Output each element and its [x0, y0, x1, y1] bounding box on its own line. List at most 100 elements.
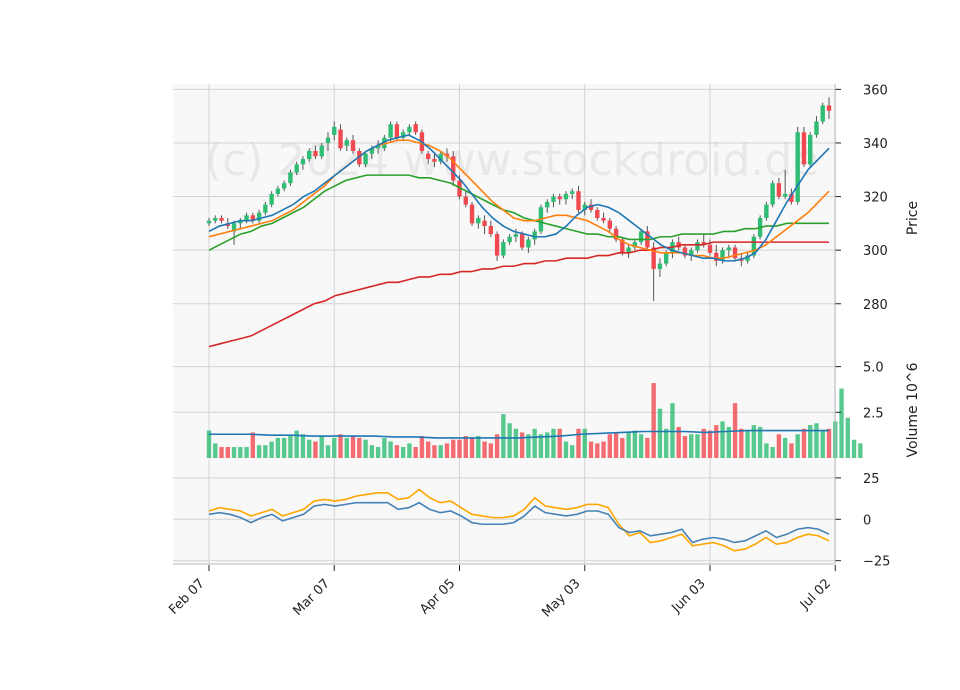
candle-body	[482, 220, 487, 227]
y-tick-label: 360	[863, 83, 888, 98]
volume-bar	[588, 441, 594, 458]
volume-bar	[469, 437, 475, 458]
candle-body	[432, 159, 437, 162]
candle-body	[281, 183, 287, 189]
candle-body	[275, 188, 281, 194]
candle-body	[789, 193, 794, 202]
candle-body	[344, 140, 349, 146]
volume-bar	[488, 443, 494, 458]
volume-bar	[400, 447, 406, 458]
candle-body	[426, 153, 431, 160]
candle-body	[782, 193, 788, 197]
candle-body	[776, 183, 782, 197]
volume-bar	[745, 430, 750, 458]
candle-body	[657, 263, 663, 269]
candle-body	[826, 105, 832, 111]
y-tick-label: 340	[863, 137, 888, 152]
candle-body	[288, 172, 293, 184]
candle-body	[307, 151, 312, 160]
candle-body	[607, 220, 612, 229]
candle-body	[451, 156, 456, 181]
candle-body	[438, 153, 443, 162]
x-tick-label: Mar 07	[291, 576, 334, 619]
volume-bar	[507, 423, 512, 458]
volume-bar	[357, 437, 362, 458]
volume-bar	[601, 441, 606, 458]
y-tick-label: 320	[863, 191, 888, 206]
candle-body	[231, 223, 237, 232]
candle-body	[751, 236, 757, 256]
volume-bar	[613, 432, 619, 458]
candle-body	[244, 215, 249, 221]
volume-bar	[419, 436, 425, 458]
candle-body	[626, 247, 631, 253]
candle-body	[544, 201, 550, 208]
volume-bar	[645, 437, 650, 458]
volume-bar	[369, 445, 375, 458]
volume-bar	[269, 441, 274, 458]
volume-bar	[244, 447, 249, 458]
candle-body	[250, 215, 256, 221]
volume-bar	[595, 443, 600, 458]
volume-bar	[751, 425, 757, 458]
oscillator-lines	[208, 488, 830, 552]
volume-bar	[501, 414, 506, 458]
volume-bar	[576, 428, 581, 458]
candle-body	[707, 244, 713, 253]
volume-bar	[338, 434, 343, 458]
volume-bar	[682, 436, 688, 458]
candle-body	[501, 242, 506, 256]
price-candles	[206, 97, 832, 302]
candle-body	[601, 218, 606, 221]
oscillator-line-b	[208, 488, 830, 552]
volume-bar	[689, 434, 694, 458]
volume-bar	[651, 383, 656, 458]
x-tick-label: Apr 05	[417, 576, 458, 617]
volume-bar	[350, 436, 356, 458]
candle-body	[595, 209, 600, 218]
volume-bar	[563, 441, 569, 458]
volume-bar	[557, 428, 562, 458]
candle-body	[682, 247, 688, 256]
y-tick-label: 2.5	[863, 406, 884, 421]
volume-bar	[808, 425, 813, 458]
volume-bar	[307, 439, 312, 458]
candle-body	[663, 252, 669, 264]
candle-body	[620, 239, 625, 253]
volume-bar	[463, 436, 468, 458]
ma-slow-line	[208, 174, 829, 251]
volume-bar	[388, 441, 393, 458]
volume-bar	[213, 443, 218, 458]
candle-body	[388, 124, 393, 138]
x-tick-label: Jun 03	[669, 576, 709, 616]
candle-body	[488, 226, 494, 235]
candle-body	[588, 204, 594, 210]
candle-body	[219, 218, 224, 221]
candle-body	[213, 218, 218, 221]
volume-bar	[770, 447, 775, 458]
volume-axis-label: Volume 10^6	[905, 362, 921, 457]
y-tick-label: 300	[863, 244, 888, 259]
candle-body	[701, 242, 706, 245]
volume-bar	[394, 445, 400, 458]
volume-bar	[626, 432, 631, 458]
volume-bar	[457, 439, 462, 458]
volume-average-line	[209, 429, 829, 439]
volume-bar	[432, 445, 437, 458]
volume-bar	[670, 403, 675, 458]
candle-body	[263, 204, 268, 213]
candle-body	[745, 255, 750, 261]
candle-body	[814, 121, 819, 135]
volume-bar	[858, 443, 863, 458]
candle-body	[363, 153, 368, 165]
candle-body	[695, 242, 700, 251]
x-tick-label: Feb 07	[166, 576, 208, 618]
volume-bar	[526, 434, 531, 458]
candle-body	[238, 220, 243, 224]
volume-bar	[494, 434, 500, 458]
candle-body	[494, 234, 500, 256]
y-tick-label: 5.0	[863, 361, 884, 376]
candle-body	[808, 134, 813, 165]
candle-body	[519, 234, 525, 248]
y-tick-label: 280	[863, 298, 888, 313]
